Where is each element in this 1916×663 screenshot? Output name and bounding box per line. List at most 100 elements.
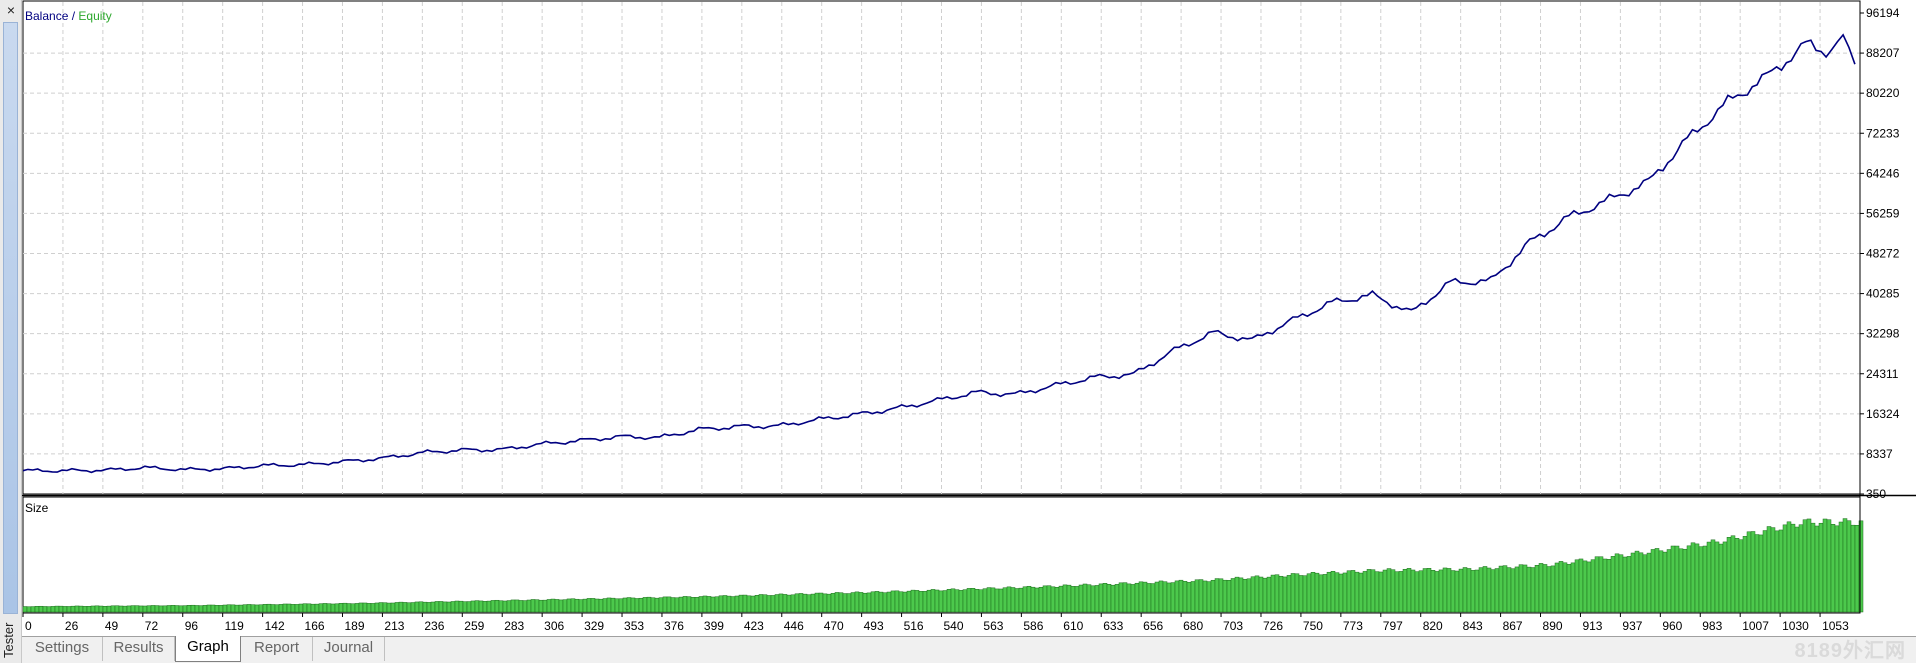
size-bar: [1014, 588, 1020, 613]
x-tick-label: 843: [1463, 619, 1483, 633]
y-tick-label: 96194: [1866, 6, 1900, 20]
size-bar: [30, 606, 36, 613]
size-bar: [678, 596, 684, 613]
size-bar: [298, 603, 304, 613]
size-bar: [1502, 565, 1508, 613]
size-bar: [1122, 582, 1128, 613]
size-bar: [1722, 541, 1728, 613]
x-tick-label: 329: [584, 619, 604, 633]
size-bar: [622, 597, 628, 613]
size-bar: [698, 596, 704, 613]
x-tick-label: 726: [1263, 619, 1283, 633]
size-bar: [474, 600, 480, 613]
size-bar: [1418, 570, 1424, 613]
size-bar: [1006, 586, 1012, 613]
size-bar: [714, 596, 720, 613]
size-bar: [654, 597, 660, 613]
size-bar: [722, 595, 728, 613]
chart-legend: Balance / Equity: [25, 9, 112, 23]
size-bar: [610, 597, 616, 613]
size-bar: [846, 593, 852, 613]
size-bar: [1646, 552, 1652, 613]
y-tick-label: 88207: [1866, 46, 1900, 60]
tab-journal[interactable]: Journal: [313, 637, 385, 661]
size-bar: [1146, 583, 1152, 613]
tab-graph[interactable]: Graph: [175, 636, 241, 662]
size-bar: [1706, 541, 1712, 613]
size-bar: [1158, 580, 1164, 613]
size-bar: [1082, 583, 1088, 613]
size-bar: [202, 605, 208, 613]
size-bar: [1298, 575, 1304, 613]
size-bar: [638, 597, 644, 613]
size-bar: [874, 591, 880, 613]
size-bar: [850, 592, 856, 613]
size-bar: [1774, 530, 1780, 613]
tab-settings[interactable]: Settings: [22, 637, 103, 661]
size-bar: [1766, 526, 1772, 613]
tab-results[interactable]: Results: [103, 637, 175, 661]
size-bar: [642, 597, 648, 613]
size-bar: [226, 604, 232, 613]
size-bar: [574, 598, 580, 613]
size-bar: [1682, 548, 1688, 613]
size-bar: [950, 588, 956, 613]
size-bar: [546, 599, 552, 613]
size-bar: [686, 596, 692, 613]
size-bar: [1510, 568, 1516, 613]
size-bar: [1582, 560, 1588, 613]
size-bar: [670, 597, 676, 613]
size-bar: [606, 597, 612, 613]
size-bar: [1514, 566, 1520, 613]
size-bar: [1406, 568, 1412, 613]
size-bar: [946, 589, 952, 613]
x-tick-label: 797: [1383, 619, 1403, 633]
size-bar: [1738, 539, 1744, 613]
y-tick-label: 40285: [1866, 287, 1900, 301]
size-bar: [1590, 559, 1596, 613]
size-bar: [1002, 587, 1008, 613]
size-bar: [1190, 581, 1196, 613]
x-tick-label: 773: [1343, 619, 1363, 633]
size-bar: [726, 595, 732, 613]
size-bar: [146, 605, 152, 613]
y-tick-label: 350: [1866, 487, 1886, 501]
size-bar: [110, 605, 116, 613]
size-bar: [422, 601, 428, 613]
size-bar: [210, 604, 216, 613]
size-bar: [278, 604, 284, 613]
size-bar: [26, 606, 32, 613]
size-bar: [54, 605, 60, 613]
size-bar: [1282, 576, 1288, 613]
size-bar: [130, 605, 136, 613]
size-bar: [1574, 559, 1580, 613]
x-tick-label: 633: [1103, 619, 1123, 633]
size-bar: [1142, 581, 1148, 613]
size-bar: [510, 599, 516, 613]
size-bar: [1462, 567, 1468, 613]
size-bar: [1742, 536, 1748, 613]
size-bar: [1242, 578, 1248, 613]
size-bar: [214, 605, 220, 613]
size-bar: [902, 591, 908, 613]
close-icon[interactable]: ×: [6, 2, 16, 18]
x-tick-label: 119: [225, 619, 244, 633]
size-bar: [1606, 559, 1612, 613]
size-bar: [1354, 571, 1360, 613]
size-bar: [1818, 522, 1824, 613]
size-bar: [1102, 582, 1108, 613]
size-bar: [1262, 577, 1268, 613]
size-bar: [338, 603, 344, 613]
size-bar: [1674, 545, 1680, 613]
size-bar: [102, 606, 108, 613]
size-bar: [1470, 570, 1476, 613]
size-bar: [1790, 523, 1796, 613]
size-bar: [1778, 529, 1784, 613]
x-tick-label: 96: [185, 619, 199, 633]
size-bar: [954, 589, 960, 613]
size-bar: [1822, 518, 1828, 613]
size-bar: [198, 605, 204, 613]
tab-report[interactable]: Report: [241, 637, 313, 661]
x-tick-label: 446: [784, 619, 804, 633]
size-bar: [58, 605, 64, 613]
